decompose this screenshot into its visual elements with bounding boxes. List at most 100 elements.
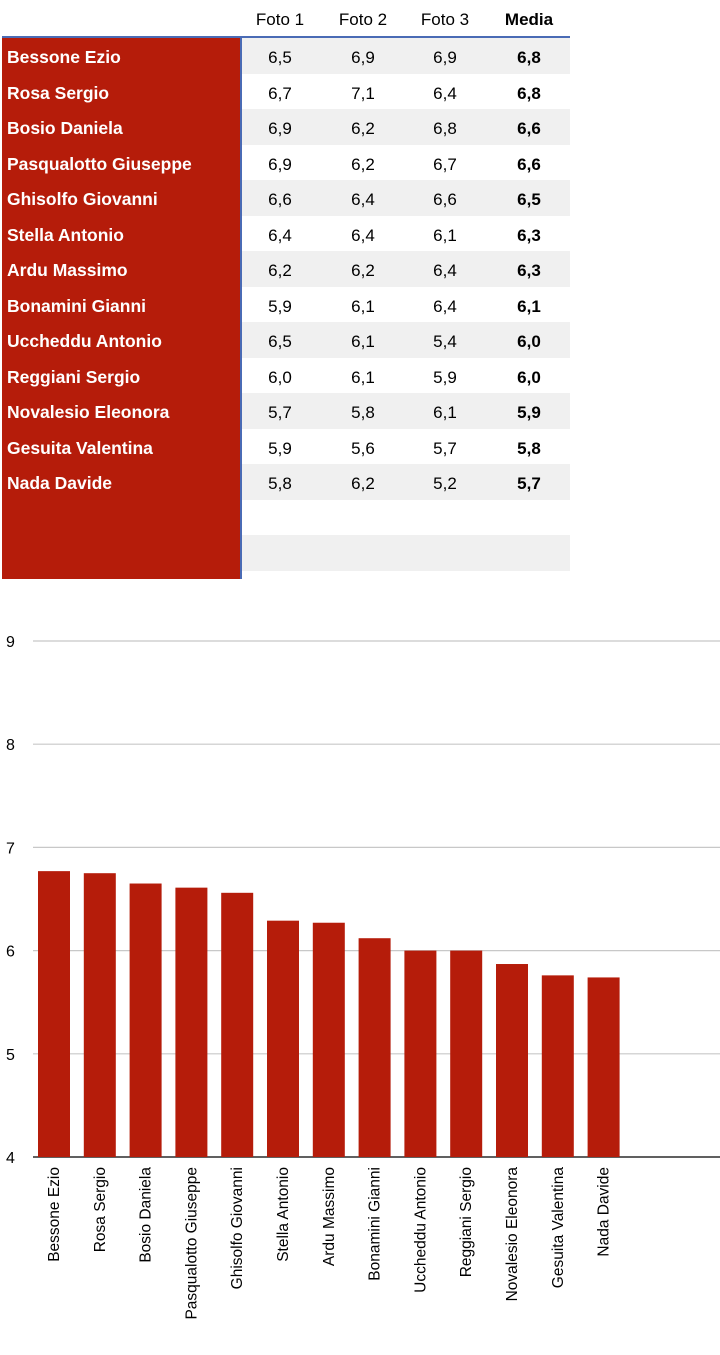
bar (358, 938, 391, 1157)
cell-media: 6,3 (517, 261, 541, 280)
y-tick-label: 7 (6, 840, 15, 857)
cell-media: 6,8 (517, 48, 541, 67)
table-row: Stella Antonio 6,4 6,4 6,1 6,3 (0, 216, 570, 252)
table-row: Pasqualotto Giuseppe 6,9 6,2 6,7 6,6 (0, 145, 570, 181)
x-tick-label: Bessone Ezio (46, 1167, 63, 1262)
cell-media: 5,8 (517, 438, 541, 458)
chart-svg: 4 5 6 7 8 9 Bessone Ezio Rosa Sergio Bosio Danie… (6, 634, 720, 1320)
y-tick-label: 5 (6, 1047, 15, 1064)
cell-foto-3: 6,1 (433, 225, 457, 245)
row-name: Novalesio Eleonora (7, 402, 170, 422)
header-foto-1: Foto 1 (255, 10, 305, 29)
cell-foto-3: 5,9 (433, 367, 457, 387)
cell-media: 6,5 (517, 190, 541, 209)
name-column-background (2, 37, 240, 579)
table-row: Reggiani Sergio 6,0 6,1 5,9 6,0 (0, 358, 570, 394)
cell-foto-2: 6,2 (351, 474, 375, 493)
row-stripe (242, 464, 570, 500)
row-name: Reggiani Sergio (7, 366, 141, 387)
table-row: Ardu Massimo 6,2 6,2 6,4 6,3 (0, 251, 570, 287)
x-tick-label: Reggiani Sergio (458, 1167, 475, 1277)
table-row: Uccheddu Antonio 6,5 6,1 5,4 6,0 (0, 322, 570, 358)
bar (496, 964, 528, 1157)
x-tick-label: Ghisolfo Giovanni (229, 1167, 246, 1289)
x-tick-label: Bosio Daniela (138, 1167, 155, 1263)
bar (221, 892, 254, 1157)
bar (38, 871, 70, 1157)
x-tick-label: Rosa Sergio (92, 1167, 109, 1252)
column-separator (240, 37, 242, 579)
row-name: Nada Davide (7, 473, 113, 493)
bar (175, 887, 208, 1157)
cell-foto-1: 5,7 (268, 403, 292, 422)
bar (312, 922, 345, 1157)
cell-foto-3: 5,4 (433, 332, 457, 351)
cell-media: 6,6 (517, 119, 541, 138)
x-tick-label: Novalesio Eleonora (504, 1167, 521, 1302)
cell-media: 6,8 (517, 83, 541, 103)
bar-chart: 4 5 6 7 8 9 Bessone Ezio Rosa Sergio Bosio Danie… (0, 600, 720, 1355)
cell-foto-1: 6,5 (268, 48, 292, 67)
cell-media: 5,9 (517, 403, 541, 422)
cell-foto-2: 6,1 (351, 367, 375, 387)
bar (450, 950, 483, 1157)
cell-foto-2: 6,2 (351, 261, 375, 280)
cell-media: 6,3 (517, 225, 541, 245)
bar (83, 873, 116, 1157)
y-tick-label: 8 (6, 737, 15, 754)
cell-foto-3: 6,6 (433, 190, 457, 209)
row-name: Ghisolfo Giovanni (7, 189, 158, 209)
cell-foto-3: 6,1 (433, 403, 457, 422)
cell-foto-2: 6,1 (351, 332, 375, 351)
bar (267, 920, 299, 1157)
row-stripe (242, 500, 570, 536)
x-tick-label: Gesuita Valentina (550, 1167, 567, 1289)
row-name: Bonamini Gianni (7, 295, 147, 316)
row-name: Ardu Massimo (7, 260, 128, 280)
row-stripe (242, 109, 570, 145)
table-row: Nada Davide 5,8 6,2 5,2 5,7 (0, 464, 570, 500)
row-name: Gesuita Valentina (7, 437, 153, 458)
cell-media: 6,6 (517, 154, 541, 174)
cell-foto-1: 6,4 (268, 225, 292, 245)
bar (541, 975, 574, 1157)
x-tick-label: Ardu Massimo (321, 1167, 338, 1266)
header-foto-3: Foto 3 (420, 10, 470, 29)
table-row: Bonamini Gianni 5,9 6,1 6,4 6,1 (0, 287, 570, 323)
table-row: Ghisolfo Giovanni 6,6 6,4 6,6 6,5 (0, 180, 570, 216)
cell-media: 6,1 (517, 296, 541, 316)
x-tick-label: Pasqualotto Giuseppe (183, 1167, 200, 1320)
header-foto-2: Foto 2 (338, 10, 388, 29)
header-divider (2, 36, 570, 38)
table-row (0, 535, 570, 571)
cell-foto-1: 6,9 (268, 119, 292, 138)
x-tick-label: Nada Davide (596, 1167, 613, 1257)
row-stripe (242, 180, 570, 216)
bar (587, 977, 620, 1157)
cell-media: 6,0 (517, 367, 541, 387)
table-row: Bosio Daniela 6,9 6,2 6,8 6,6 (0, 109, 570, 145)
table-row: Gesuita Valentina 5,9 5,6 5,7 5,8 (0, 429, 570, 465)
y-tick-label: 6 (6, 944, 15, 961)
row-name: Uccheddu Antonio (7, 331, 162, 351)
cell-foto-3: 6,8 (433, 119, 457, 138)
row-stripe (242, 38, 570, 74)
row-name: Rosa Sergio (7, 82, 110, 103)
row-name: Pasqualotto Giuseppe (7, 153, 192, 174)
cell-foto-1: 5,9 (268, 438, 292, 458)
row-stripe (242, 322, 570, 358)
cell-foto-1: 5,8 (268, 474, 292, 493)
y-tick-label: 9 (6, 634, 15, 651)
cell-foto-3: 5,7 (433, 438, 457, 458)
table-row: Bessone Ezio 6,5 6,9 6,9 6,8 (0, 38, 570, 74)
cell-foto-2: 6,2 (351, 119, 375, 138)
cell-foto-1: 6,7 (268, 83, 292, 103)
cell-foto-3: 6,4 (433, 296, 457, 316)
cell-foto-3: 6,9 (433, 48, 457, 67)
cell-foto-2: 6,9 (351, 48, 375, 67)
row-name: Stella Antonio (7, 224, 124, 245)
cell-foto-1: 6,6 (268, 190, 292, 209)
row-name: Bosio Daniela (7, 118, 123, 138)
bar (404, 950, 437, 1157)
x-tick-label: Stella Antonio (275, 1167, 292, 1262)
